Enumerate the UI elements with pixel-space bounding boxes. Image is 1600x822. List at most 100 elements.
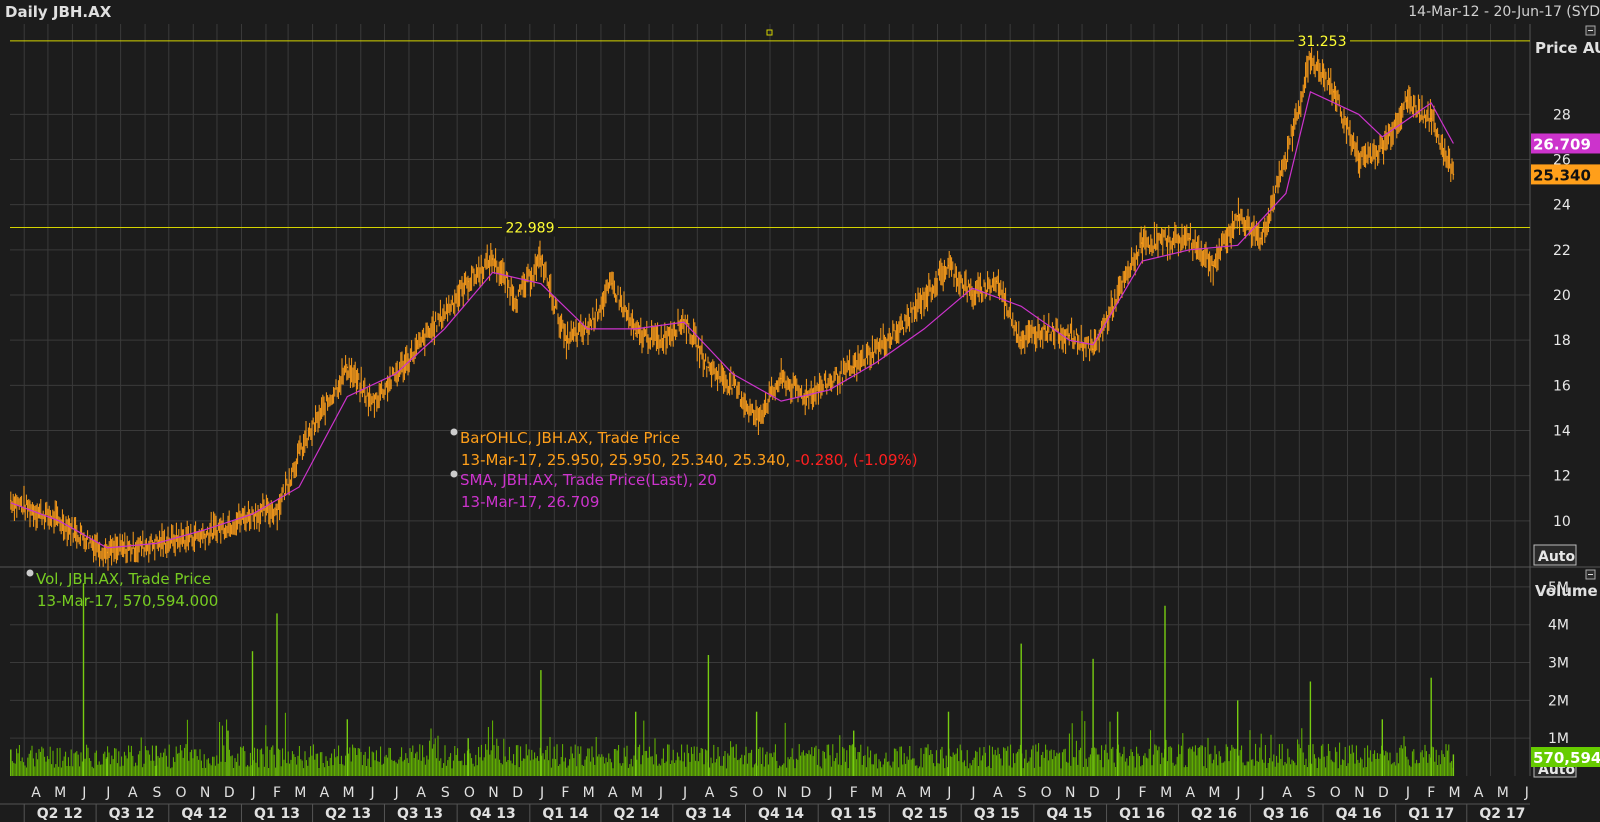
last-value-tag bbox=[1531, 164, 1600, 185]
volume-y-tick: 3M bbox=[1548, 656, 1569, 672]
hline-handle-icon[interactable] bbox=[766, 29, 773, 36]
month-tick: A bbox=[128, 785, 138, 801]
quarter-tick: Q4 15 bbox=[1046, 806, 1092, 822]
quarter-tick: Q3 14 bbox=[685, 806, 731, 822]
price-point bbox=[995, 280, 998, 283]
price-legend-bullet-icon[interactable] bbox=[450, 428, 458, 436]
volume-y-tick: 4M bbox=[1548, 618, 1569, 634]
price-point bbox=[1236, 215, 1239, 217]
month-tick: M bbox=[871, 785, 883, 801]
month-tick: O bbox=[464, 785, 475, 801]
month-tick: S bbox=[729, 785, 738, 801]
price-point bbox=[346, 366, 349, 369]
quarter-tick: Q2 12 bbox=[37, 806, 83, 822]
horizontal-lines: 22.989 31.253 bbox=[10, 31, 1530, 237]
month-tick: J bbox=[1235, 785, 1240, 801]
quarter-tick: Q2 14 bbox=[613, 806, 659, 822]
month-tick: A bbox=[320, 785, 330, 801]
month-tick: A bbox=[896, 785, 906, 801]
month-tick: J bbox=[970, 785, 975, 801]
volume-axis-title: Volume bbox=[1535, 582, 1598, 600]
price-legend-line1: BarOHLC, JBH.AX, Trade Price bbox=[460, 429, 680, 447]
price-point bbox=[203, 533, 206, 536]
price-point bbox=[106, 551, 108, 554]
price-auto-button[interactable]: Auto bbox=[1533, 544, 1577, 566]
month-tick: J bbox=[658, 785, 663, 801]
month-tick: O bbox=[1330, 785, 1341, 801]
price-point bbox=[780, 377, 782, 380]
price-point bbox=[491, 258, 494, 260]
price-point bbox=[971, 294, 973, 296]
price-legend: BarOHLC, JBH.AX, Trade Price 13-Mar-17, … bbox=[450, 428, 918, 511]
collapse-price-icon[interactable] bbox=[1585, 25, 1596, 36]
price-y-tick: 18 bbox=[1553, 333, 1571, 349]
month-tick: J bbox=[1405, 785, 1410, 801]
volume-y-tick: 1M bbox=[1548, 731, 1569, 747]
month-tick: A bbox=[1186, 785, 1196, 801]
price-point bbox=[1212, 264, 1214, 267]
price-point bbox=[852, 366, 855, 369]
price-point bbox=[467, 280, 470, 283]
volume-legend-line1: Vol, JBH.AX, Trade Price bbox=[36, 570, 211, 588]
price-point bbox=[419, 343, 421, 346]
price-point bbox=[1092, 348, 1094, 351]
month-tick: N bbox=[200, 785, 210, 801]
month-tick: D bbox=[801, 785, 812, 801]
price-y-tick: 14 bbox=[1553, 424, 1571, 440]
month-tick: J bbox=[539, 785, 544, 801]
volume-legend: Vol, JBH.AX, Trade Price 13-Mar-17, 570,… bbox=[26, 569, 218, 610]
price-point bbox=[634, 332, 637, 335]
sma-line bbox=[10, 90, 1454, 549]
volume-last-tag bbox=[1531, 747, 1600, 767]
price-point bbox=[1044, 328, 1046, 330]
last-value-tag-label: 25.340 bbox=[1533, 166, 1591, 184]
month-tick: S bbox=[1018, 785, 1027, 801]
month-tick: J bbox=[394, 785, 399, 801]
month-tick: O bbox=[752, 785, 763, 801]
price-point bbox=[540, 258, 542, 260]
month-tick: J bbox=[1524, 785, 1529, 801]
price-point bbox=[1188, 237, 1191, 240]
month-tick: F bbox=[1138, 785, 1146, 801]
month-tick: N bbox=[488, 785, 498, 801]
quarter-tick: Q4 12 bbox=[181, 806, 227, 822]
month-tick: J bbox=[1116, 785, 1121, 801]
quarter-tick: Q1 15 bbox=[831, 806, 877, 822]
date-range: 14-Mar-12 - 20-Jun-17 (SYD bbox=[1408, 4, 1600, 20]
price-y-tick: 20 bbox=[1553, 288, 1571, 304]
price-series bbox=[10, 47, 1455, 571]
price-point bbox=[1020, 339, 1022, 342]
quarter-tick: Q2 16 bbox=[1191, 806, 1237, 822]
price-auto-label: Auto bbox=[1538, 549, 1575, 565]
month-tick: F bbox=[273, 785, 281, 801]
price-point bbox=[1333, 91, 1335, 93]
sma-legend-bullet-icon[interactable] bbox=[450, 470, 458, 478]
volume-y-tick: 2M bbox=[1548, 693, 1569, 709]
collapse-volume-icon[interactable] bbox=[1585, 569, 1596, 580]
price-point bbox=[707, 366, 710, 369]
month-tick: M bbox=[1497, 785, 1509, 801]
quarter-tick: Q3 15 bbox=[974, 806, 1020, 822]
price-point bbox=[1357, 158, 1360, 161]
quarter-tick: Q4 16 bbox=[1336, 806, 1382, 822]
price-point bbox=[611, 282, 613, 285]
price-y-tick: 22 bbox=[1553, 243, 1571, 259]
chart-header: Daily JBH.AX 14-Mar-12 - 20-Jun-17 (SYD bbox=[0, 0, 1600, 24]
quarter-tick: Q4 14 bbox=[758, 806, 804, 822]
price-y-tick: 28 bbox=[1553, 107, 1571, 123]
quarter-tick: Q3 16 bbox=[1263, 806, 1309, 822]
month-tick: D bbox=[1089, 785, 1100, 801]
quarter-tick: Q2 17 bbox=[1479, 806, 1525, 822]
volume-legend-bullet-icon[interactable] bbox=[26, 569, 34, 577]
month-tick: O bbox=[1041, 785, 1052, 801]
price-point bbox=[1260, 237, 1263, 240]
month-tick: A bbox=[608, 785, 618, 801]
month-tick: D bbox=[1378, 785, 1389, 801]
month-tick: A bbox=[1474, 785, 1484, 801]
month-tick: M bbox=[342, 785, 354, 801]
price-point bbox=[1381, 147, 1384, 149]
month-tick: F bbox=[561, 785, 569, 801]
